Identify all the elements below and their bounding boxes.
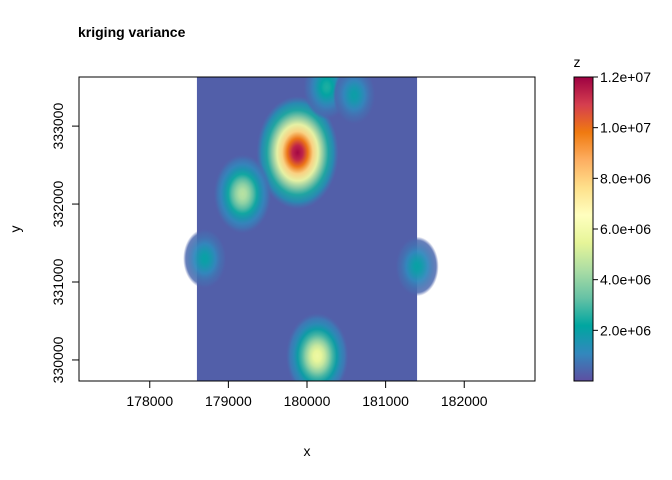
colorbar-tick-label: 4.0e+06 — [600, 272, 651, 288]
variance-hotspot — [332, 77, 376, 125]
colorbar-title: z — [574, 54, 581, 70]
variance-hotspot — [256, 96, 339, 210]
variance-hotspot — [213, 154, 272, 234]
variance-hotspot — [183, 228, 227, 289]
variance-raster — [183, 77, 439, 381]
colorbar-tick-label: 2.0e+06 — [600, 322, 651, 338]
y-axis: 330000 331000 332000 333000 — [50, 103, 79, 383]
colorbar — [573, 76, 594, 382]
colorbar-tick-label: 1.2e+07 — [600, 69, 651, 85]
x-tick-label: 179000 — [205, 393, 252, 409]
variance-hotspot — [395, 236, 439, 297]
y-tick-label: 330000 — [50, 336, 66, 383]
y-tick-label: 333000 — [50, 103, 66, 150]
chart-title: kriging variance — [78, 24, 186, 40]
x-axis: 178000 179000 180000 181000 182000 — [126, 381, 488, 409]
colorbar-ticks: 2.0e+06 4.0e+06 6.0e+06 8.0e+06 1.0e+07 1.2e+… — [593, 69, 651, 338]
x-tick-label: 180000 — [284, 393, 331, 409]
x-tick-label: 181000 — [362, 393, 409, 409]
colorbar-tick-label: 6.0e+06 — [600, 221, 651, 237]
x-tick-label: 182000 — [441, 393, 488, 409]
y-tick-label: 331000 — [50, 258, 66, 305]
colorbar-tick-label: 8.0e+06 — [600, 170, 651, 186]
y-axis-label: y — [7, 226, 23, 233]
x-tick-label: 178000 — [126, 393, 173, 409]
y-tick-label: 332000 — [50, 180, 66, 227]
variance-hotspot — [285, 313, 349, 381]
colorbar-tick-label: 1.0e+07 — [600, 120, 651, 136]
x-axis-label: x — [304, 443, 311, 459]
